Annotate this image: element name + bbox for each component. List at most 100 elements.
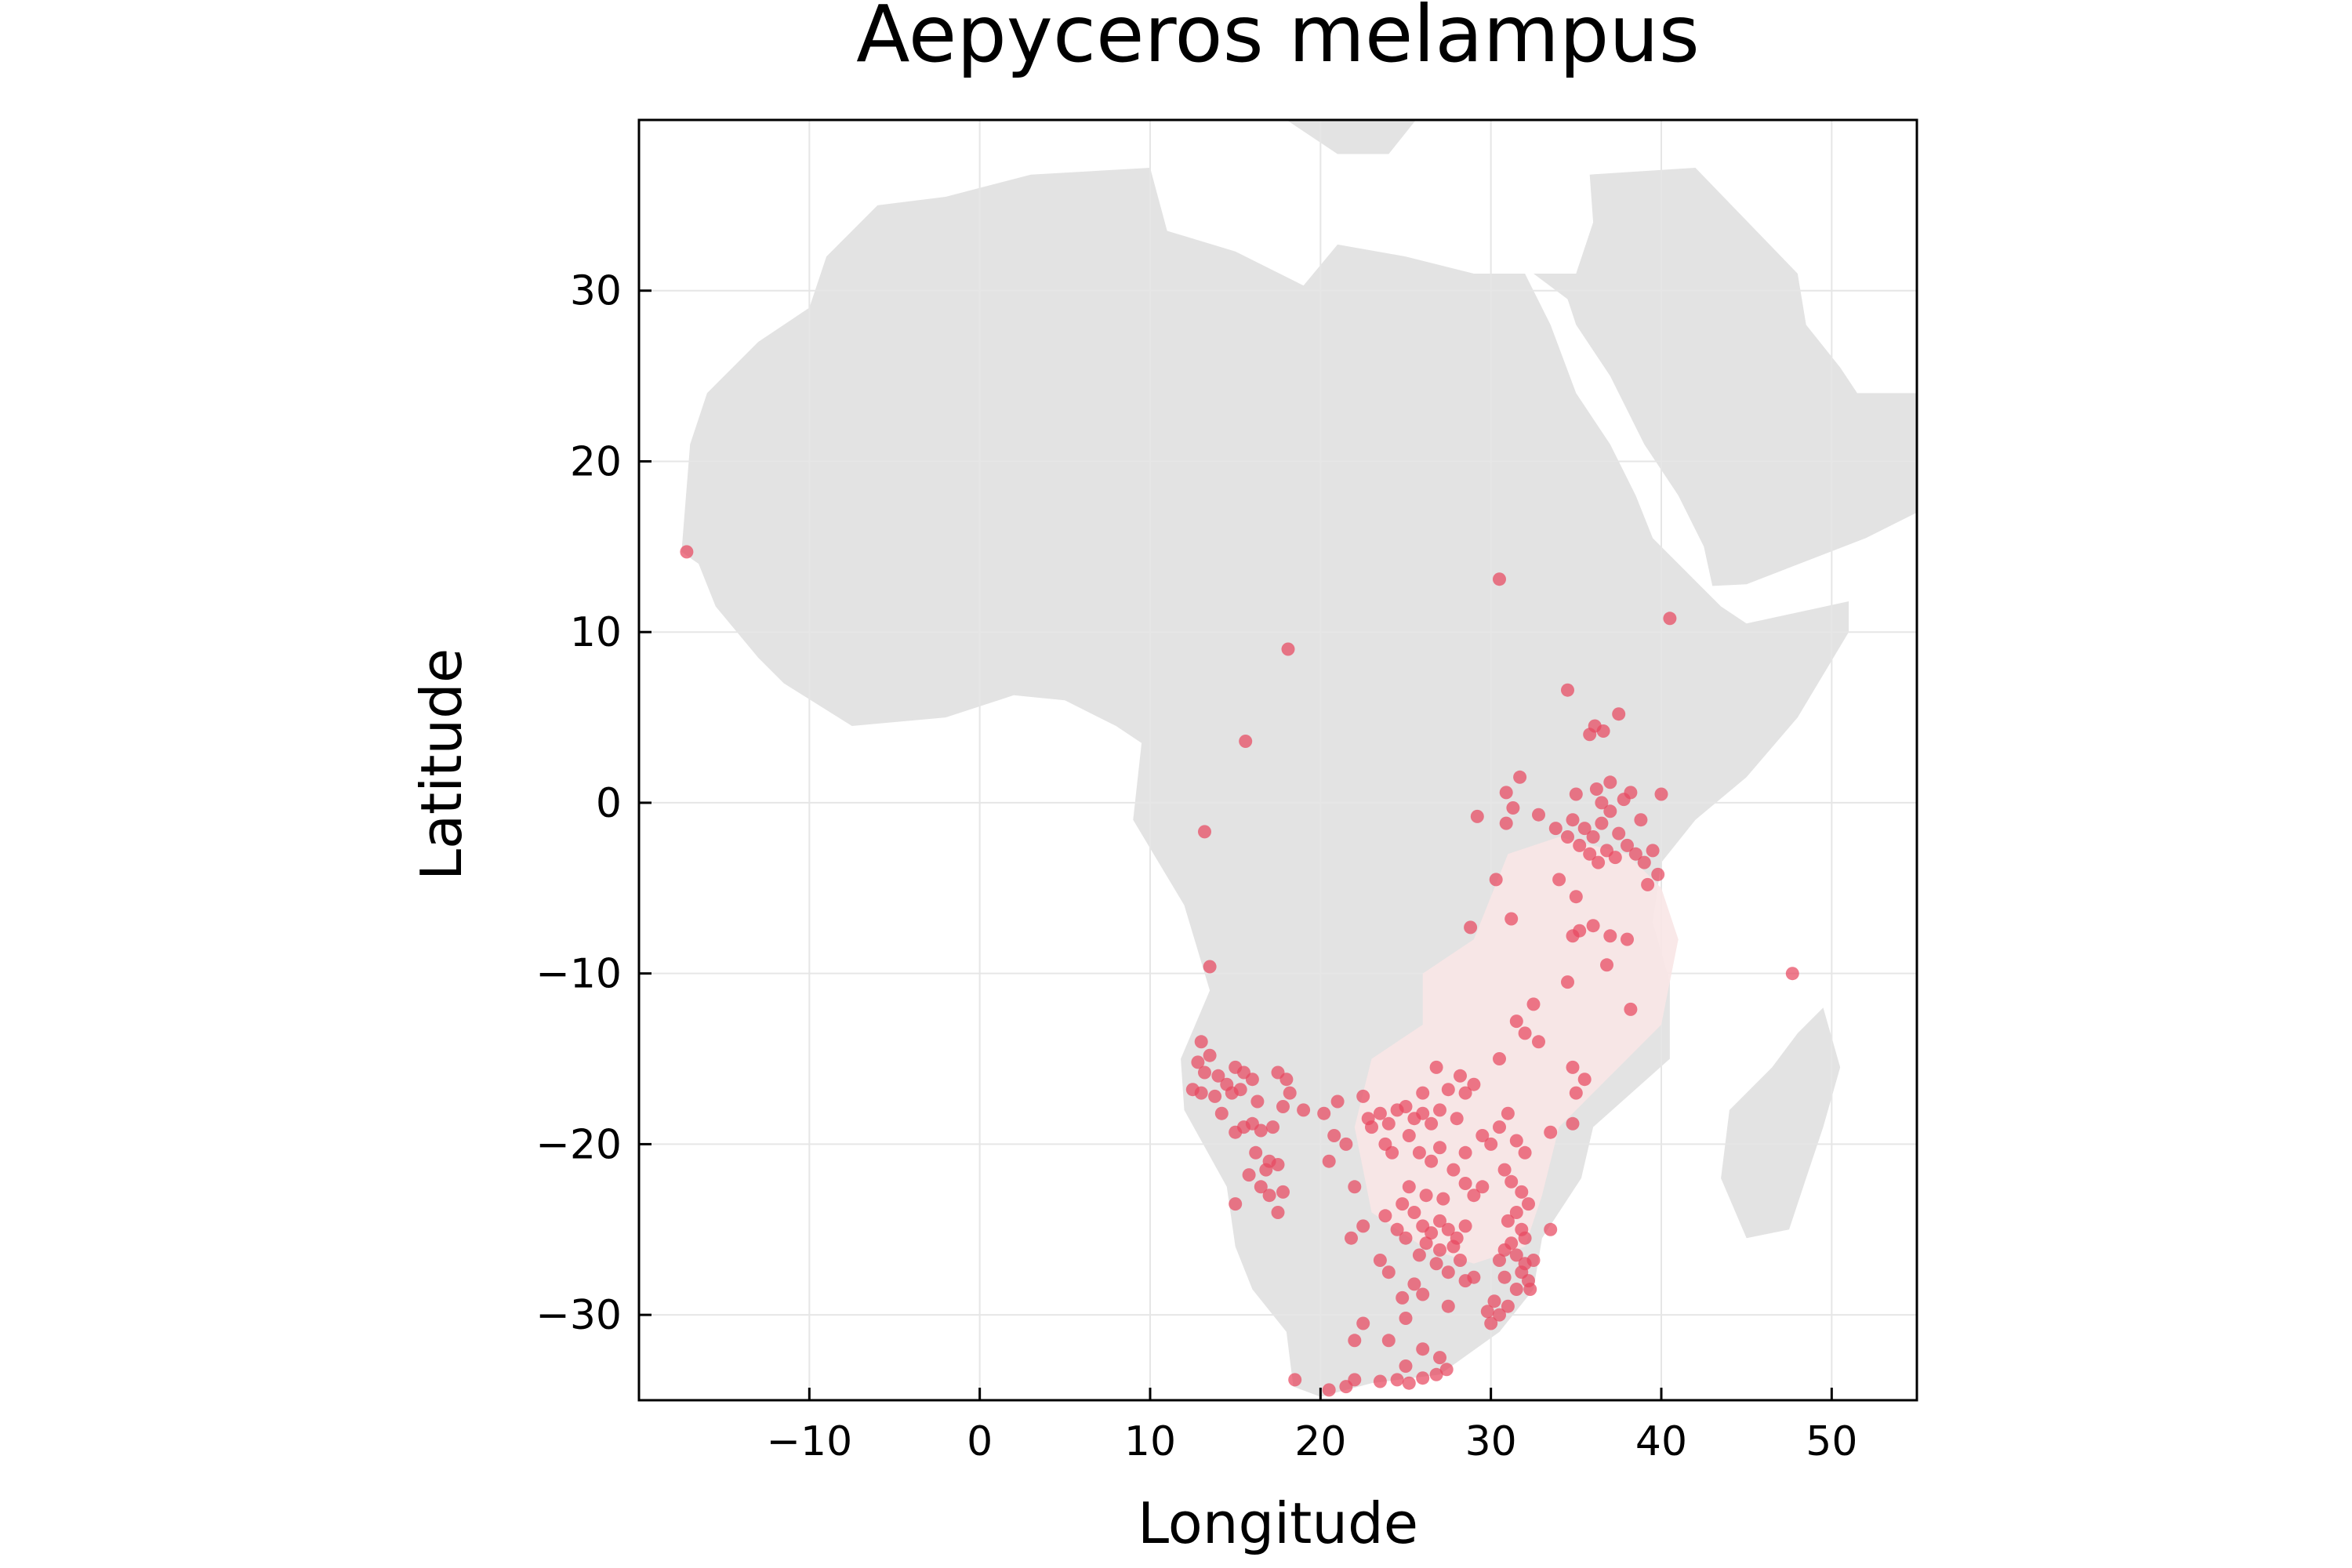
occurrence-point xyxy=(1429,1367,1443,1381)
occurrence-points xyxy=(680,545,1799,1397)
x-tick-label: 10 xyxy=(1124,1418,1176,1465)
occurrence-point xyxy=(1561,683,1574,697)
occurrence-point xyxy=(1467,1270,1481,1284)
occurrence-point xyxy=(1259,1163,1273,1177)
occurrence-point xyxy=(1345,1231,1358,1245)
occurrence-point xyxy=(1501,1106,1515,1120)
occurrence-point xyxy=(1785,967,1799,981)
occurrence-point xyxy=(1317,1106,1331,1120)
occurrence-point xyxy=(1283,1086,1297,1100)
occurrence-point xyxy=(1229,1197,1243,1211)
occurrence-point xyxy=(1497,1270,1512,1284)
occurrence-point xyxy=(1402,1180,1416,1194)
occurrence-point xyxy=(1458,1086,1472,1100)
occurrence-point xyxy=(1288,1373,1302,1387)
occurrence-point xyxy=(1467,1077,1481,1091)
occurrence-point xyxy=(1425,1154,1439,1168)
occurrence-point xyxy=(1603,775,1617,789)
occurrence-point xyxy=(1522,1197,1535,1211)
occurrence-point xyxy=(1412,1248,1426,1262)
occurrence-point xyxy=(1390,1373,1404,1387)
occurrence-point xyxy=(1203,960,1217,974)
occurrence-point xyxy=(1198,825,1211,839)
occurrence-point xyxy=(1628,847,1642,861)
occurrence-point xyxy=(1501,1214,1515,1228)
occurrence-point xyxy=(1475,1129,1490,1142)
occurrence-point xyxy=(1276,1100,1290,1113)
y-tick-label: 30 xyxy=(570,268,622,315)
occurrence-point xyxy=(1407,1206,1421,1219)
occurrence-point xyxy=(1433,1141,1446,1155)
occurrence-point xyxy=(1433,1243,1446,1257)
occurrence-point xyxy=(1211,1069,1225,1083)
occurrence-point xyxy=(1600,958,1613,972)
occurrence-point xyxy=(1464,920,1478,935)
occurrence-point xyxy=(1577,1073,1592,1087)
occurrence-point xyxy=(1441,1265,1455,1279)
occurrence-point xyxy=(1297,1103,1311,1117)
occurrence-point xyxy=(1608,851,1622,865)
occurrence-point xyxy=(1518,1231,1532,1245)
occurrence-point xyxy=(1433,1214,1446,1228)
occurrence-point xyxy=(1518,1145,1532,1160)
occurrence-point xyxy=(1654,787,1668,801)
occurrence-point xyxy=(1621,932,1634,946)
occurrence-point xyxy=(1242,1168,1256,1182)
occurrence-point xyxy=(1489,873,1503,887)
madagascar-landmass xyxy=(1721,1007,1841,1239)
occurrence-point xyxy=(1339,1137,1353,1151)
y-tick-label: −20 xyxy=(535,1121,622,1168)
occurrence-point xyxy=(1416,1287,1430,1301)
occurrence-point xyxy=(1515,1185,1529,1199)
occurrence-point xyxy=(1356,1089,1370,1103)
occurrence-point xyxy=(1399,1359,1413,1373)
occurrence-point xyxy=(1348,1334,1362,1348)
occurrence-point xyxy=(1586,830,1600,844)
occurrence-point xyxy=(1544,1222,1558,1236)
occurrence-point xyxy=(1322,1383,1336,1397)
occurrence-point xyxy=(1624,1002,1638,1016)
occurrence-point xyxy=(1441,1299,1455,1313)
occurrence-point xyxy=(1356,1219,1370,1233)
occurrence-point xyxy=(1577,822,1592,836)
occurrence-point xyxy=(1454,1069,1467,1083)
occurrence-point xyxy=(1416,1342,1430,1356)
occurrence-point xyxy=(1612,707,1626,721)
occurrence-point xyxy=(1439,1363,1454,1377)
occurrence-point xyxy=(1425,1116,1439,1131)
occurrence-point xyxy=(1458,1145,1472,1160)
occurrence-point xyxy=(1566,813,1580,827)
occurrence-point xyxy=(1454,1254,1467,1267)
occurrence-point xyxy=(1233,1083,1247,1097)
occurrence-point xyxy=(1526,1254,1541,1267)
occurrence-point xyxy=(1487,1294,1501,1308)
chart-title: Aepyceros melampus xyxy=(856,0,1700,80)
y-tick-label: −30 xyxy=(535,1292,622,1339)
occurrence-point xyxy=(1407,1277,1421,1291)
occurrence-point xyxy=(1327,1129,1341,1142)
occurrence-point xyxy=(680,545,694,559)
occurrence-point xyxy=(1480,1305,1494,1319)
occurrence-point xyxy=(1603,929,1617,943)
occurrence-point xyxy=(1399,1312,1413,1325)
occurrence-point xyxy=(1402,1376,1416,1390)
occurrence-point xyxy=(1399,1100,1413,1113)
occurrence-point xyxy=(1504,1174,1519,1189)
occurrence-point xyxy=(1399,1231,1413,1245)
occurrence-point xyxy=(1506,801,1520,815)
occurrence-point xyxy=(1436,1192,1450,1206)
occurrence-point xyxy=(1365,1120,1378,1134)
occurrence-point xyxy=(1509,1206,1523,1219)
europe-landmass xyxy=(809,120,1917,154)
occurrence-point xyxy=(1385,1145,1399,1160)
occurrence-point xyxy=(1191,1055,1205,1069)
occurrence-point xyxy=(1573,838,1587,852)
occurrence-point xyxy=(1526,997,1541,1011)
occurrence-point xyxy=(1254,1123,1268,1138)
occurrence-point xyxy=(1214,1106,1229,1120)
occurrence-point xyxy=(1458,1177,1472,1190)
occurrence-point xyxy=(1250,1094,1265,1109)
occurrence-point xyxy=(1266,1120,1279,1134)
occurrence-point xyxy=(1493,1308,1506,1322)
occurrence-point xyxy=(1493,1120,1506,1134)
